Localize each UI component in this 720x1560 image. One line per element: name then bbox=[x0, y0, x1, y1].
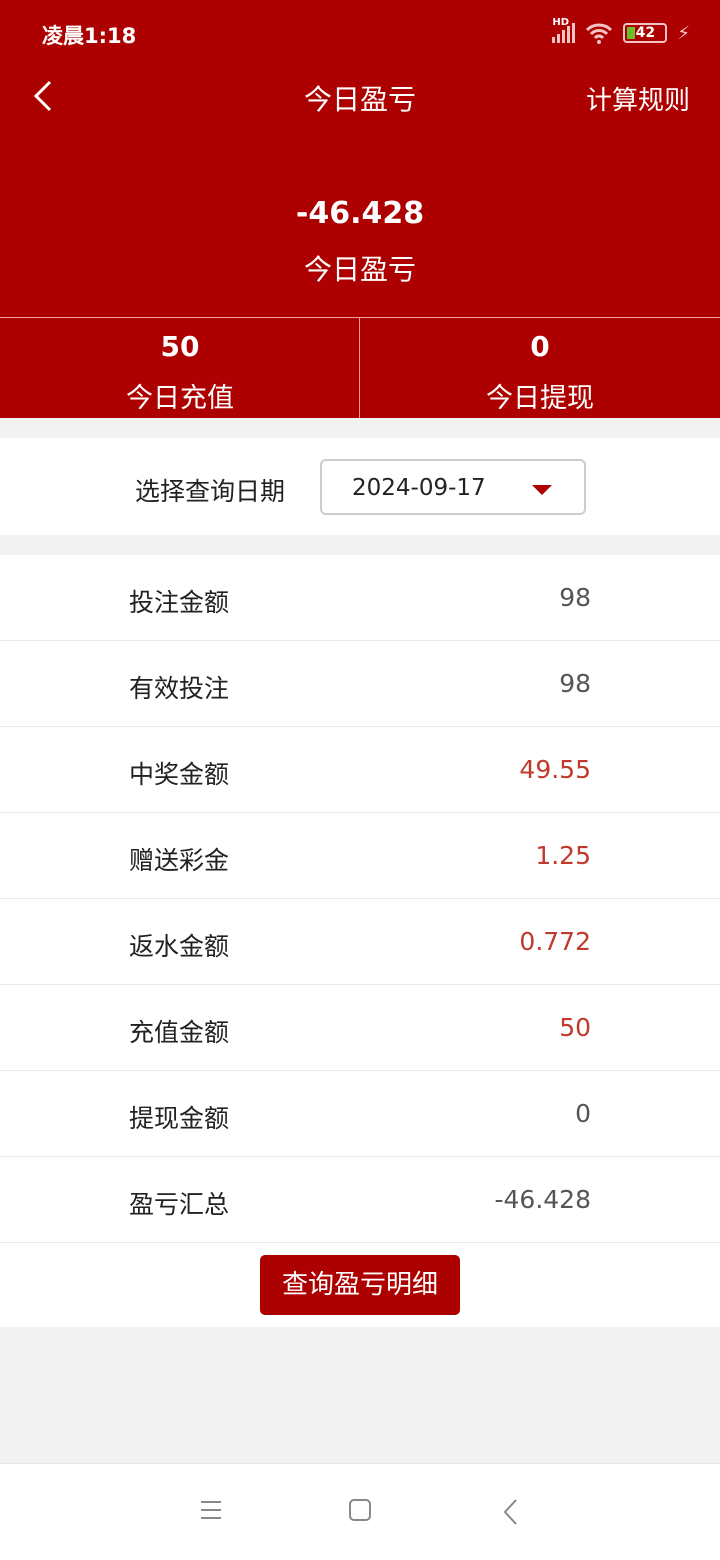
today-withdraw-stat: 0 今日提现 bbox=[360, 330, 720, 415]
stat-label: 今日充值 bbox=[126, 383, 234, 414]
item-label: 盈亏汇总 bbox=[129, 1190, 230, 1219]
item-value: 0 bbox=[575, 1099, 591, 1128]
battery-icon: 42 bbox=[623, 23, 668, 43]
calculation-rules-link[interactable]: 计算规则 bbox=[585, 86, 690, 116]
today-profit-value: -46.428 bbox=[295, 196, 425, 231]
menu-icon[interactable] bbox=[199, 1498, 223, 1522]
page-title: 今日盈亏 bbox=[303, 83, 416, 116]
today-recharge-stat: 50 今日充值 bbox=[0, 330, 360, 415]
system-nav-bar bbox=[0, 1463, 720, 1560]
item-label: 中奖金额 bbox=[129, 760, 230, 789]
signal-icon: HD bbox=[552, 17, 576, 43]
item-label: 返水金额 bbox=[129, 932, 230, 961]
back-icon[interactable] bbox=[500, 1498, 524, 1526]
date-filter-label: 选择查询日期 bbox=[135, 477, 286, 506]
item-label: 提现金额 bbox=[129, 1104, 230, 1133]
stat-value: 50 bbox=[160, 330, 200, 363]
item-value: 50 bbox=[559, 1013, 591, 1042]
item-label: 充值金额 bbox=[129, 1018, 230, 1047]
status-icons: HD 42 ⚡ bbox=[552, 17, 690, 44]
item-value: 49.55 bbox=[519, 755, 591, 784]
header-panel: 凌晨1:18 HD 42 ⚡ 今日盈亏 计算规则 -46.428 今日盈亏 50… bbox=[0, 0, 720, 418]
query-detail-button[interactable]: 查询盈亏明细 bbox=[260, 1255, 460, 1315]
divider bbox=[359, 318, 360, 418]
battery-level: 42 bbox=[635, 25, 656, 41]
profit-detail-list: 投注金额 98 有效投注 98 中奖金额 49.55 赠送彩金 1.25 返水金额 0.772 充值… bbox=[0, 555, 720, 1243]
date-value: 2024-09-17 bbox=[352, 475, 486, 501]
back-arrow-icon[interactable] bbox=[28, 78, 64, 114]
divider bbox=[0, 317, 720, 318]
list-item: 中奖金额 49.55 bbox=[0, 727, 720, 813]
caret-down-icon bbox=[532, 485, 552, 495]
item-value: 98 bbox=[559, 583, 591, 612]
charging-icon: ⚡ bbox=[677, 22, 690, 44]
today-profit-label: 今日盈亏 bbox=[303, 253, 416, 286]
network-type: HD bbox=[552, 17, 570, 28]
list-item: 赠送彩金 1.25 bbox=[0, 813, 720, 899]
list-item: 投注金额 98 bbox=[0, 555, 720, 641]
stat-label: 今日提现 bbox=[486, 383, 594, 414]
home-icon[interactable] bbox=[348, 1498, 372, 1522]
button-area: 查询盈亏明细 bbox=[0, 1243, 720, 1327]
date-filter: 选择查询日期 2024-09-17 bbox=[0, 438, 720, 535]
list-item: 有效投注 98 bbox=[0, 641, 720, 727]
wifi-icon bbox=[586, 23, 613, 44]
item-value: 1.25 bbox=[535, 841, 591, 870]
item-label: 赠送彩金 bbox=[129, 846, 230, 875]
stat-value: 0 bbox=[530, 330, 550, 363]
status-time: 凌晨1:18 bbox=[42, 24, 137, 48]
item-value: 0.772 bbox=[519, 927, 591, 956]
item-label: 投注金额 bbox=[129, 588, 230, 617]
list-item: 提现金额 0 bbox=[0, 1071, 720, 1157]
list-item: 返水金额 0.772 bbox=[0, 899, 720, 985]
item-label: 有效投注 bbox=[129, 674, 230, 703]
item-value: -46.428 bbox=[494, 1185, 592, 1214]
list-item: 充值金额 50 bbox=[0, 985, 720, 1071]
list-item: 盈亏汇总 -46.428 bbox=[0, 1157, 720, 1243]
item-value: 98 bbox=[559, 669, 591, 698]
date-select[interactable]: 2024-09-17 bbox=[320, 459, 586, 515]
